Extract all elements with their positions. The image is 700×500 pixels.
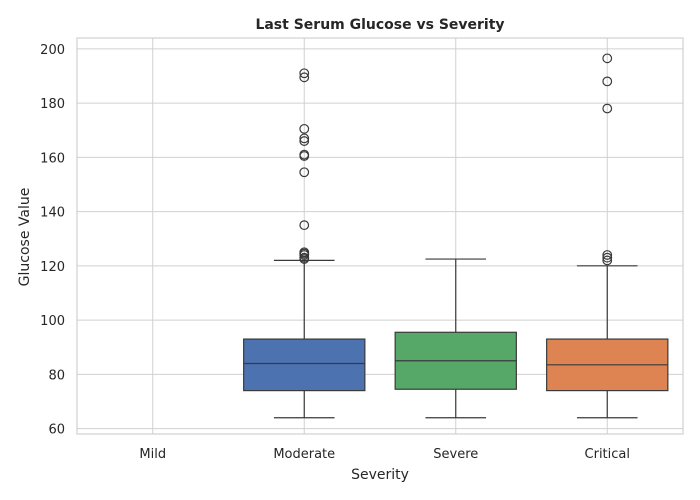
outlier-point: [299, 151, 310, 161]
outlier-point: [602, 53, 613, 64]
y-tick-label: 200: [40, 43, 65, 58]
outlier-point: [299, 254, 310, 264]
y-tick-label: 100: [40, 314, 65, 329]
y-tick-label: 140: [40, 206, 65, 221]
outlier-point: [602, 252, 613, 263]
y-axis-label: Glucose Value: [17, 188, 33, 287]
y-tick-label: 80: [48, 368, 65, 383]
outlier-point: [299, 133, 310, 144]
outlier-point: [299, 220, 310, 231]
chart-title: Last Serum Glucose vs Severity: [255, 17, 504, 33]
outlier-point: [299, 123, 310, 134]
outlier-point: [602, 250, 613, 260]
y-tick-label: 180: [40, 97, 65, 112]
outlier-point: [602, 103, 613, 114]
iqr-box: [243, 338, 366, 392]
y-tick-label: 160: [40, 151, 65, 166]
outlier-point: [602, 76, 613, 87]
outlier-point: [299, 72, 310, 83]
outlier-point: [299, 68, 310, 79]
x-tick-label: Mild: [139, 447, 166, 462]
x-tick-label: Severe: [433, 447, 478, 462]
boxes: [243, 53, 669, 419]
plot-frame: [76, 37, 684, 435]
x-tick-label: Moderate: [273, 447, 335, 462]
box-group-critical: [546, 53, 669, 419]
y-tick-label: 120: [40, 260, 65, 275]
box-group-severe: [394, 258, 517, 419]
outlier-point: [602, 255, 613, 266]
x-tick-label: Critical: [585, 447, 630, 462]
y-tick-label: 60: [48, 423, 65, 438]
outlier-point: [299, 250, 310, 260]
outlier-point: [299, 136, 310, 146]
box-group-moderate: [243, 68, 366, 419]
tick-labels: 60 80 100 120 140 160 180 200 Mild Moderate Severe…: [40, 43, 630, 462]
x-axis-label: Severity: [351, 467, 409, 483]
outlier-point: [299, 167, 310, 178]
